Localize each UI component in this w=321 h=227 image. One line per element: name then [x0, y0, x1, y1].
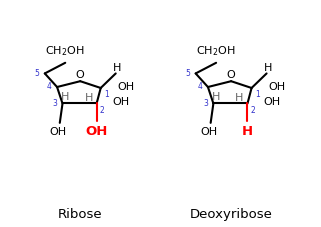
Text: 2: 2: [100, 105, 105, 114]
Text: 2: 2: [251, 105, 256, 114]
Text: 4: 4: [197, 82, 202, 91]
Text: OH: OH: [50, 126, 67, 136]
Text: O: O: [227, 70, 236, 80]
Text: H: H: [264, 63, 273, 73]
Text: 1: 1: [104, 90, 109, 99]
Text: 3: 3: [53, 99, 58, 107]
Text: 5: 5: [34, 69, 39, 77]
Text: OH: OH: [85, 124, 108, 137]
Text: OH: OH: [113, 97, 130, 107]
Text: 4: 4: [47, 82, 51, 91]
Text: H: H: [84, 92, 93, 102]
Text: H: H: [235, 92, 244, 102]
Text: H: H: [61, 91, 69, 101]
Text: H: H: [113, 63, 122, 73]
Text: OH: OH: [117, 82, 134, 92]
Text: 5: 5: [185, 69, 190, 77]
Text: H: H: [212, 91, 220, 101]
Text: Deoxyribose: Deoxyribose: [190, 207, 273, 220]
Text: OH: OH: [201, 126, 218, 136]
Text: CH$_2$OH: CH$_2$OH: [46, 44, 85, 58]
Text: OH: OH: [268, 82, 285, 92]
Text: CH$_2$OH: CH$_2$OH: [196, 44, 236, 58]
Text: Ribose: Ribose: [58, 207, 103, 220]
Text: O: O: [76, 70, 85, 80]
Text: H: H: [242, 124, 253, 137]
Text: OH: OH: [264, 97, 281, 107]
Text: 1: 1: [255, 90, 260, 99]
Text: 3: 3: [204, 99, 209, 107]
